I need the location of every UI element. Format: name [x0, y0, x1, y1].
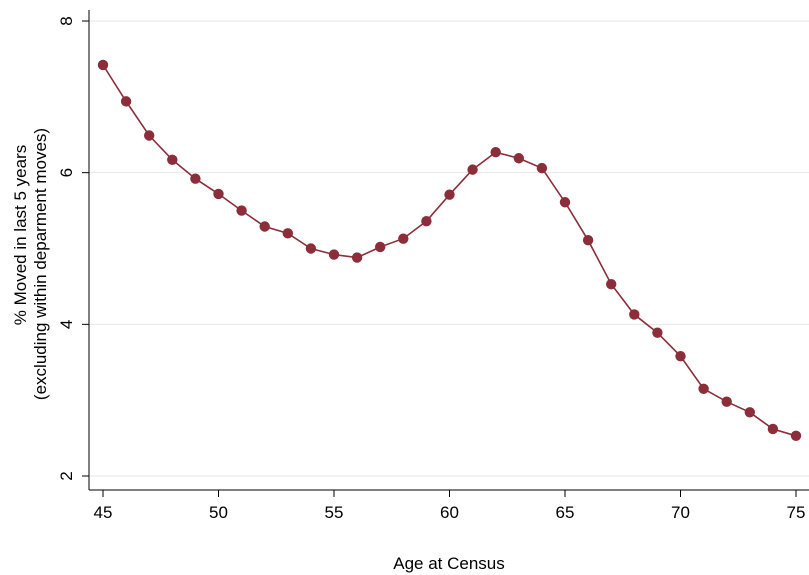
- data-point-age-71: [698, 383, 709, 394]
- data-point-age-69: [652, 327, 663, 338]
- data-point-age-63: [513, 153, 524, 164]
- data-point-age-53: [282, 228, 293, 239]
- data-point-age-49: [190, 173, 201, 184]
- series-line: [102, 64, 797, 437]
- data-point-age-60: [444, 189, 455, 200]
- data-point-age-73: [744, 407, 755, 418]
- data-point-age-61: [467, 164, 478, 175]
- x-axis-title: Age at Census: [393, 554, 505, 573]
- data-point-age-47: [144, 130, 155, 141]
- data-point-age-45: [97, 59, 109, 71]
- data-point-age-74: [767, 423, 779, 435]
- x-tick-label-45: 45: [94, 503, 113, 522]
- y-tick-label-2: 2: [57, 471, 76, 480]
- data-point-age-62: [490, 146, 501, 158]
- x-tick-label-65: 65: [556, 503, 575, 522]
- data-point-age-48: [167, 154, 178, 165]
- series-markers: [97, 59, 802, 442]
- data-point-age-68: [629, 309, 640, 320]
- y-axis-ticks: 2 4 6 8: [57, 16, 89, 481]
- data-point-age-59: [421, 216, 432, 227]
- x-axis-ticks: 45 50 55 60 65 70 75: [94, 490, 806, 522]
- data-point-age-65: [559, 197, 571, 208]
- y-tick-label-8: 8: [57, 16, 76, 25]
- y-axis-title-line-1: % Moved in last 5 years: [11, 145, 30, 325]
- data-point-age-66: [582, 234, 594, 246]
- data-point-age-54: [305, 243, 317, 254]
- data-point-age-46: [120, 96, 132, 107]
- data-point-age-56: [351, 252, 363, 263]
- data-point-age-67: [606, 278, 617, 290]
- data-point-age-52: [259, 221, 270, 232]
- data-point-age-50: [213, 188, 224, 200]
- y-tick-label-6: 6: [57, 168, 76, 177]
- x-tick-label-55: 55: [325, 503, 344, 522]
- y-tick-label-4: 4: [57, 320, 76, 329]
- data-point-age-70: [675, 350, 686, 362]
- data-point-age-58: [398, 233, 409, 244]
- data-point-age-51: [236, 205, 247, 216]
- x-tick-label-50: 50: [209, 503, 228, 522]
- x-tick-label-75: 75: [787, 503, 806, 522]
- data-point-age-64: [536, 162, 548, 174]
- data-point-age-55: [328, 249, 340, 260]
- x-tick-label-70: 70: [671, 503, 690, 522]
- x-tick-label-60: 60: [440, 503, 459, 522]
- gridlines: [89, 20, 809, 477]
- y-axis-title-line-2: (excluding within deparment moves): [31, 128, 50, 400]
- data-point-age-57: [375, 241, 386, 253]
- data-point-age-72: [721, 396, 732, 407]
- data-point-age-75: [790, 430, 802, 442]
